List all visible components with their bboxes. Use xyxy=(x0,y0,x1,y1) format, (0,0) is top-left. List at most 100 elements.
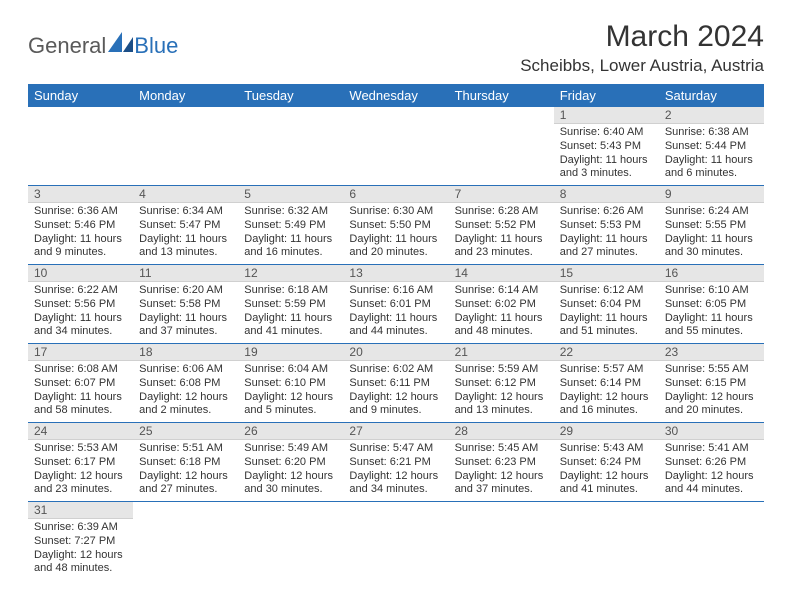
daylight-line1: Daylight: 12 hours xyxy=(665,391,758,405)
day-number: 12 xyxy=(238,265,343,282)
sunset: Sunset: 6:14 PM xyxy=(560,377,653,391)
sunset: Sunset: 6:15 PM xyxy=(665,377,758,391)
calendar-cell: 12Sunrise: 6:18 AMSunset: 5:59 PMDayligh… xyxy=(238,265,343,344)
daylight-line1: Daylight: 12 hours xyxy=(139,470,232,484)
daylight-line2: and 41 minutes. xyxy=(560,483,653,497)
daylight-line1: Daylight: 11 hours xyxy=(560,312,653,326)
day-body: Sunrise: 5:49 AMSunset: 6:20 PMDaylight:… xyxy=(238,440,343,501)
day-body: Sunrise: 5:57 AMSunset: 6:14 PMDaylight:… xyxy=(554,361,659,422)
sunset: Sunset: 6:05 PM xyxy=(665,298,758,312)
sunrise: Sunrise: 6:10 AM xyxy=(665,284,758,298)
daylight-line2: and 30 minutes. xyxy=(665,246,758,260)
calendar-cell: 10Sunrise: 6:22 AMSunset: 5:56 PMDayligh… xyxy=(28,265,133,344)
daylight-line2: and 16 minutes. xyxy=(560,404,653,418)
day-number: 15 xyxy=(554,265,659,282)
day-number: 22 xyxy=(554,344,659,361)
calendar-cell xyxy=(133,107,238,186)
sunrise: Sunrise: 6:30 AM xyxy=(349,205,442,219)
calendar-cell: 11Sunrise: 6:20 AMSunset: 5:58 PMDayligh… xyxy=(133,265,238,344)
logo-text-general: General xyxy=(28,33,106,59)
sunset: Sunset: 6:10 PM xyxy=(244,377,337,391)
daylight-line2: and 20 minutes. xyxy=(349,246,442,260)
daylight-line1: Daylight: 12 hours xyxy=(455,391,548,405)
daylight-line1: Daylight: 12 hours xyxy=(139,391,232,405)
sunrise: Sunrise: 5:45 AM xyxy=(455,442,548,456)
weekday-header: Thursday xyxy=(449,84,554,107)
page-title: March 2024 xyxy=(520,20,764,54)
daylight-line2: and 55 minutes. xyxy=(665,325,758,339)
calendar-week-row: 3Sunrise: 6:36 AMSunset: 5:46 PMDaylight… xyxy=(28,186,764,265)
day-body: Sunrise: 5:47 AMSunset: 6:21 PMDaylight:… xyxy=(343,440,448,501)
sunrise: Sunrise: 5:59 AM xyxy=(455,363,548,377)
day-number: 11 xyxy=(133,265,238,282)
daylight-line1: Daylight: 11 hours xyxy=(139,233,232,247)
calendar-cell: 9Sunrise: 6:24 AMSunset: 5:55 PMDaylight… xyxy=(659,186,764,265)
daylight-line2: and 20 minutes. xyxy=(665,404,758,418)
sunset: Sunset: 6:02 PM xyxy=(455,298,548,312)
daylight-line1: Daylight: 12 hours xyxy=(560,391,653,405)
calendar-cell xyxy=(238,502,343,581)
daylight-line2: and 9 minutes. xyxy=(34,246,127,260)
sunrise: Sunrise: 5:55 AM xyxy=(665,363,758,377)
sunrise: Sunrise: 6:28 AM xyxy=(455,205,548,219)
day-number: 2 xyxy=(659,107,764,124)
daylight-line2: and 6 minutes. xyxy=(665,167,758,181)
calendar-cell: 20Sunrise: 6:02 AMSunset: 6:11 PMDayligh… xyxy=(343,344,448,423)
header: General Blue March 2024 Scheibbs, Lower … xyxy=(28,20,764,76)
daylight-line2: and 48 minutes. xyxy=(34,562,127,576)
daylight-line2: and 44 minutes. xyxy=(665,483,758,497)
calendar-cell: 1Sunrise: 6:40 AMSunset: 5:43 PMDaylight… xyxy=(554,107,659,186)
daylight-line1: Daylight: 11 hours xyxy=(139,312,232,326)
sunrise: Sunrise: 6:02 AM xyxy=(349,363,442,377)
sunset: Sunset: 6:04 PM xyxy=(560,298,653,312)
calendar-header-row: SundayMondayTuesdayWednesdayThursdayFrid… xyxy=(28,84,764,107)
calendar-body: 1Sunrise: 6:40 AMSunset: 5:43 PMDaylight… xyxy=(28,107,764,580)
calendar-cell: 24Sunrise: 5:53 AMSunset: 6:17 PMDayligh… xyxy=(28,423,133,502)
calendar-cell: 31Sunrise: 6:39 AMSunset: 7:27 PMDayligh… xyxy=(28,502,133,581)
daylight-line1: Daylight: 12 hours xyxy=(349,391,442,405)
calendar-cell: 27Sunrise: 5:47 AMSunset: 6:21 PMDayligh… xyxy=(343,423,448,502)
daylight-line2: and 51 minutes. xyxy=(560,325,653,339)
sunrise: Sunrise: 6:32 AM xyxy=(244,205,337,219)
day-body: Sunrise: 6:16 AMSunset: 6:01 PMDaylight:… xyxy=(343,282,448,343)
sunrise: Sunrise: 6:34 AM xyxy=(139,205,232,219)
day-body: Sunrise: 6:20 AMSunset: 5:58 PMDaylight:… xyxy=(133,282,238,343)
daylight-line1: Daylight: 12 hours xyxy=(455,470,548,484)
sunrise: Sunrise: 6:24 AM xyxy=(665,205,758,219)
calendar-week-row: 10Sunrise: 6:22 AMSunset: 5:56 PMDayligh… xyxy=(28,265,764,344)
calendar-week-row: 24Sunrise: 5:53 AMSunset: 6:17 PMDayligh… xyxy=(28,423,764,502)
sunset: Sunset: 5:52 PM xyxy=(455,219,548,233)
sunrise: Sunrise: 6:16 AM xyxy=(349,284,442,298)
sunrise: Sunrise: 5:41 AM xyxy=(665,442,758,456)
day-body: Sunrise: 5:41 AMSunset: 6:26 PMDaylight:… xyxy=(659,440,764,501)
day-body: Sunrise: 6:04 AMSunset: 6:10 PMDaylight:… xyxy=(238,361,343,422)
calendar-cell: 25Sunrise: 5:51 AMSunset: 6:18 PMDayligh… xyxy=(133,423,238,502)
daylight-line2: and 30 minutes. xyxy=(244,483,337,497)
day-body: Sunrise: 6:36 AMSunset: 5:46 PMDaylight:… xyxy=(28,203,133,264)
sunset: Sunset: 6:20 PM xyxy=(244,456,337,470)
day-body: Sunrise: 6:39 AMSunset: 7:27 PMDaylight:… xyxy=(28,519,133,580)
day-number: 10 xyxy=(28,265,133,282)
day-body: Sunrise: 6:26 AMSunset: 5:53 PMDaylight:… xyxy=(554,203,659,264)
weekday-header: Tuesday xyxy=(238,84,343,107)
calendar-cell: 26Sunrise: 5:49 AMSunset: 6:20 PMDayligh… xyxy=(238,423,343,502)
day-number: 19 xyxy=(238,344,343,361)
sunset: Sunset: 6:18 PM xyxy=(139,456,232,470)
day-number: 4 xyxy=(133,186,238,203)
sunset: Sunset: 6:23 PM xyxy=(455,456,548,470)
day-body: Sunrise: 5:43 AMSunset: 6:24 PMDaylight:… xyxy=(554,440,659,501)
daylight-line2: and 23 minutes. xyxy=(455,246,548,260)
daylight-line2: and 9 minutes. xyxy=(349,404,442,418)
day-body: Sunrise: 6:06 AMSunset: 6:08 PMDaylight:… xyxy=(133,361,238,422)
day-number: 30 xyxy=(659,423,764,440)
daylight-line1: Daylight: 11 hours xyxy=(560,154,653,168)
sunset: Sunset: 5:44 PM xyxy=(665,140,758,154)
calendar-cell: 13Sunrise: 6:16 AMSunset: 6:01 PMDayligh… xyxy=(343,265,448,344)
day-number: 20 xyxy=(343,344,448,361)
sunrise: Sunrise: 5:57 AM xyxy=(560,363,653,377)
sunset: Sunset: 5:59 PM xyxy=(244,298,337,312)
calendar-cell: 23Sunrise: 5:55 AMSunset: 6:15 PMDayligh… xyxy=(659,344,764,423)
daylight-line2: and 48 minutes. xyxy=(455,325,548,339)
sunset: Sunset: 6:12 PM xyxy=(455,377,548,391)
calendar-cell: 6Sunrise: 6:30 AMSunset: 5:50 PMDaylight… xyxy=(343,186,448,265)
